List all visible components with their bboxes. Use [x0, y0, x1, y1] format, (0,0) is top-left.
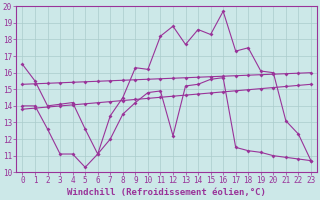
X-axis label: Windchill (Refroidissement éolien,°C): Windchill (Refroidissement éolien,°C)	[67, 188, 266, 197]
